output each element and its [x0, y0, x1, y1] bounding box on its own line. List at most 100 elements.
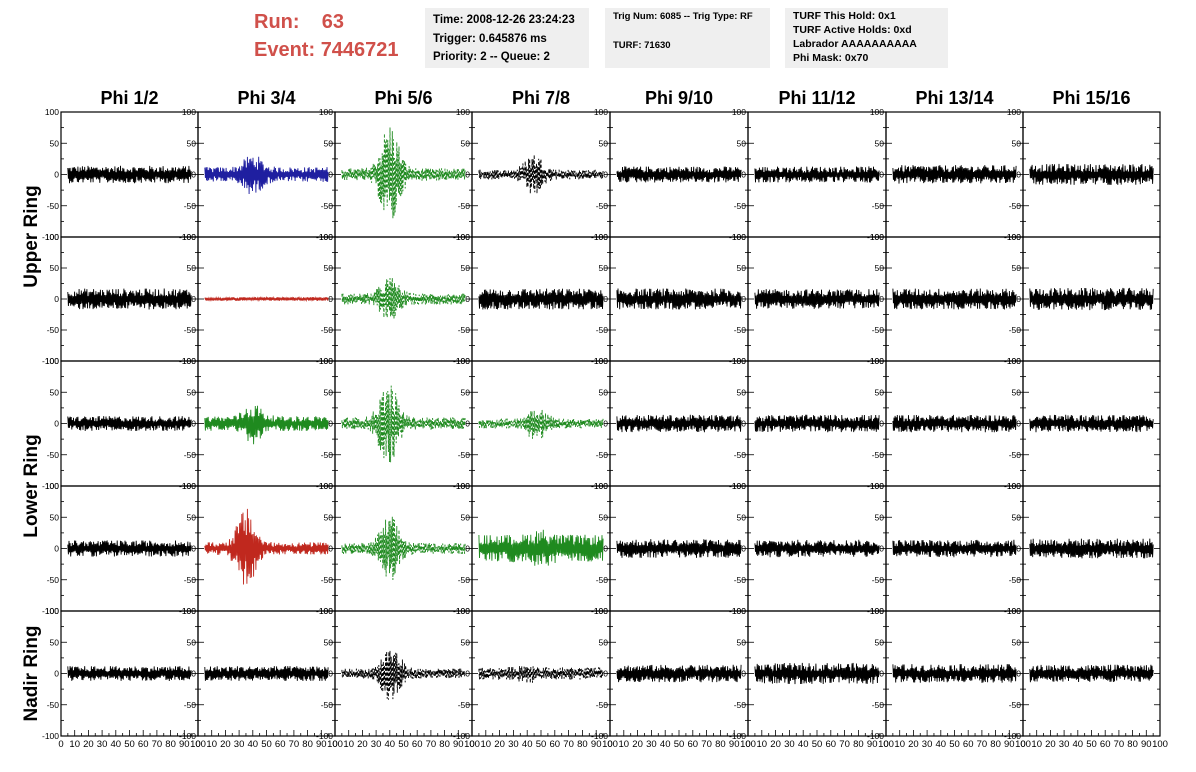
- x-tick-label: 80: [165, 739, 176, 750]
- y-tick-label: 100: [182, 232, 196, 242]
- waveform-r3-c1: [67, 415, 192, 432]
- y-tick-label: -100: [42, 481, 59, 491]
- y-tick-label: 50: [187, 263, 197, 273]
- waveform-r5-c3: [341, 650, 466, 700]
- waveform-r5-c6: [754, 662, 880, 685]
- y-tick-label: 0: [879, 419, 884, 429]
- y-tick-label: -50: [458, 575, 471, 585]
- x-tick-label: 90: [453, 739, 464, 750]
- y-tick-label: -50: [1009, 450, 1022, 460]
- y-tick-label: 100: [45, 481, 59, 491]
- x-tick-label: 100: [1015, 739, 1031, 750]
- x-tick-label: 60: [275, 739, 286, 750]
- y-tick-label: 100: [870, 356, 884, 366]
- y-tick-label: -100: [591, 731, 608, 741]
- x-tick-label: 40: [522, 739, 533, 750]
- y-tick-label: -50: [321, 700, 334, 710]
- y-tick-label: -50: [321, 575, 334, 585]
- y-tick-label: -50: [321, 325, 334, 335]
- y-tick-label: 100: [182, 481, 196, 491]
- y-tick-label: 100: [319, 232, 333, 242]
- y-tick-label: 100: [45, 606, 59, 616]
- waveform-r1-c5: [616, 166, 742, 183]
- waveform-r5-c1: [67, 666, 192, 682]
- x-tick-label: 100: [464, 739, 480, 750]
- x-tick-label: 40: [1073, 739, 1084, 750]
- labrador-line: Labrador AAAAAAAAAA: [793, 38, 917, 50]
- waveform-r5-c7: [892, 664, 1017, 683]
- y-tick-label: -50: [321, 450, 334, 460]
- x-tick-label: 30: [97, 739, 108, 750]
- x-tick-label: 100: [190, 739, 206, 750]
- x-tick-label: 50: [812, 739, 823, 750]
- y-tick-label: 100: [1007, 232, 1021, 242]
- y-tick-label: 50: [187, 637, 197, 647]
- y-tick-label: 50: [737, 637, 747, 647]
- waveform-r2-c8: [1029, 287, 1154, 311]
- y-tick-label: 50: [324, 512, 334, 522]
- y-tick-label: -50: [596, 450, 609, 460]
- y-tick-label: 100: [870, 232, 884, 242]
- column-header-8: Phi 15/16: [1052, 88, 1130, 108]
- y-tick-label: 0: [191, 170, 196, 180]
- x-tick-label: 0: [607, 739, 612, 750]
- y-tick-label: -50: [734, 325, 747, 335]
- x-tick-label: 90: [867, 739, 878, 750]
- x-tick-label: 0: [883, 739, 888, 750]
- y-tick-label: -50: [872, 450, 885, 460]
- y-tick-label: -100: [1004, 731, 1021, 741]
- y-tick-label: 100: [870, 107, 884, 117]
- y-tick-label: 0: [54, 170, 59, 180]
- row-label-lower-ring: Lower Ring: [21, 434, 42, 537]
- column-header-5: Phi 9/10: [645, 88, 713, 108]
- x-tick-label: 20: [1045, 739, 1056, 750]
- x-tick-label: 60: [412, 739, 423, 750]
- y-tick-label: 50: [737, 512, 747, 522]
- x-tick-label: 80: [577, 739, 588, 750]
- y-tick-label: 0: [879, 294, 884, 304]
- y-tick-label: 0: [879, 170, 884, 180]
- time-line: Time: 2008-12-26 23:24:23: [433, 14, 575, 26]
- y-tick-label: 50: [599, 263, 609, 273]
- y-tick-label: -50: [47, 700, 60, 710]
- y-tick-label: 50: [461, 138, 471, 148]
- event-value: 7446721: [320, 39, 399, 61]
- x-tick-label: 40: [798, 739, 809, 750]
- x-tick-label: 0: [745, 739, 750, 750]
- x-tick-label: 20: [83, 739, 94, 750]
- column-header-4: Phi 7/8: [512, 88, 570, 108]
- x-tick-label: 70: [839, 739, 850, 750]
- x-tick-label: 20: [494, 739, 505, 750]
- y-tick-label: 50: [50, 138, 60, 148]
- x-tick-label: 70: [977, 739, 988, 750]
- y-tick-label: 0: [741, 669, 746, 679]
- x-tick-label: 20: [770, 739, 781, 750]
- y-tick-label: -50: [184, 575, 197, 585]
- y-tick-label: -50: [734, 450, 747, 460]
- trigger-line: Trigger: 0.645876 ms: [433, 32, 547, 45]
- y-tick-label: 50: [875, 637, 885, 647]
- waveform-r4-c8: [1029, 538, 1154, 559]
- y-tick-label: 0: [465, 669, 470, 679]
- y-tick-label: 0: [54, 544, 59, 554]
- x-tick-label: 50: [398, 739, 409, 750]
- y-tick-label: -50: [458, 700, 471, 710]
- x-tick-label: 80: [990, 739, 1001, 750]
- waveform-r5-c4: [478, 666, 604, 684]
- row-label-nadir-ring: Nadir Ring: [21, 625, 42, 721]
- x-tick-label: 90: [729, 739, 740, 750]
- turf-line: TURF: 71630: [613, 40, 671, 51]
- y-tick-label: -100: [42, 232, 59, 242]
- y-tick-label: 0: [603, 170, 608, 180]
- y-tick-label: 100: [182, 107, 196, 117]
- y-tick-label: -50: [872, 325, 885, 335]
- x-tick-label: 30: [508, 739, 519, 750]
- x-tick-label: 90: [1141, 739, 1152, 750]
- y-tick-label: 0: [603, 294, 608, 304]
- x-tick-label: 0: [1020, 739, 1025, 750]
- x-tick-label: 100: [740, 739, 756, 750]
- y-tick-label: 100: [1007, 356, 1021, 366]
- x-tick-label: 60: [550, 739, 561, 750]
- x-tick-label: 50: [674, 739, 685, 750]
- y-tick-label: -50: [1009, 201, 1022, 211]
